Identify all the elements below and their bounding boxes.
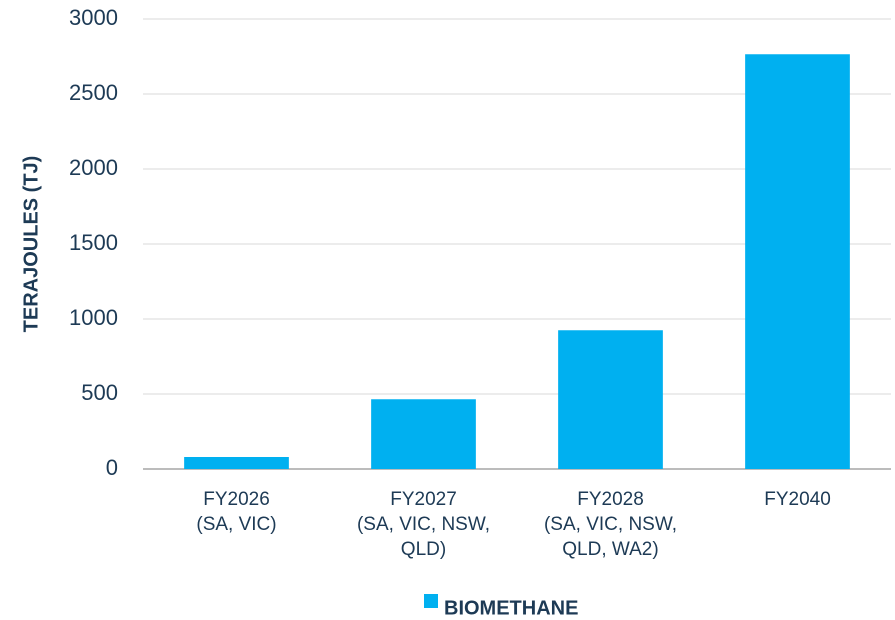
y-axis-title: TERAJOULES (TJ)	[20, 156, 42, 333]
x-tick-label: (SA, VIC)	[196, 514, 276, 535]
x-tick-label: (SA, VIC, NSW,	[544, 514, 677, 535]
y-tick-label: 1000	[69, 305, 118, 330]
y-tick-label: 2500	[69, 80, 118, 105]
x-tick-label: FY2040	[764, 489, 831, 510]
bar	[745, 54, 850, 469]
x-tick-label: FY2026	[203, 489, 270, 510]
x-tick-label: QLD)	[401, 539, 446, 560]
y-tick-label: 500	[81, 380, 118, 405]
x-tick-label: FY2028	[577, 489, 644, 510]
legend-swatch	[424, 594, 438, 608]
x-tick-label: FY2027	[390, 489, 457, 510]
bar	[371, 399, 476, 469]
bar	[558, 330, 663, 469]
x-tick-label: QLD, WA2)	[562, 539, 658, 560]
y-tick-label: 0	[106, 455, 118, 480]
bar	[184, 457, 289, 469]
x-tick-label: (SA, VIC, NSW,	[357, 514, 490, 535]
legend-label: BIOMETHANE	[444, 597, 578, 619]
y-tick-label: 3000	[69, 5, 118, 30]
y-tick-label: 2000	[69, 155, 118, 180]
y-tick-label: 1500	[69, 230, 118, 255]
